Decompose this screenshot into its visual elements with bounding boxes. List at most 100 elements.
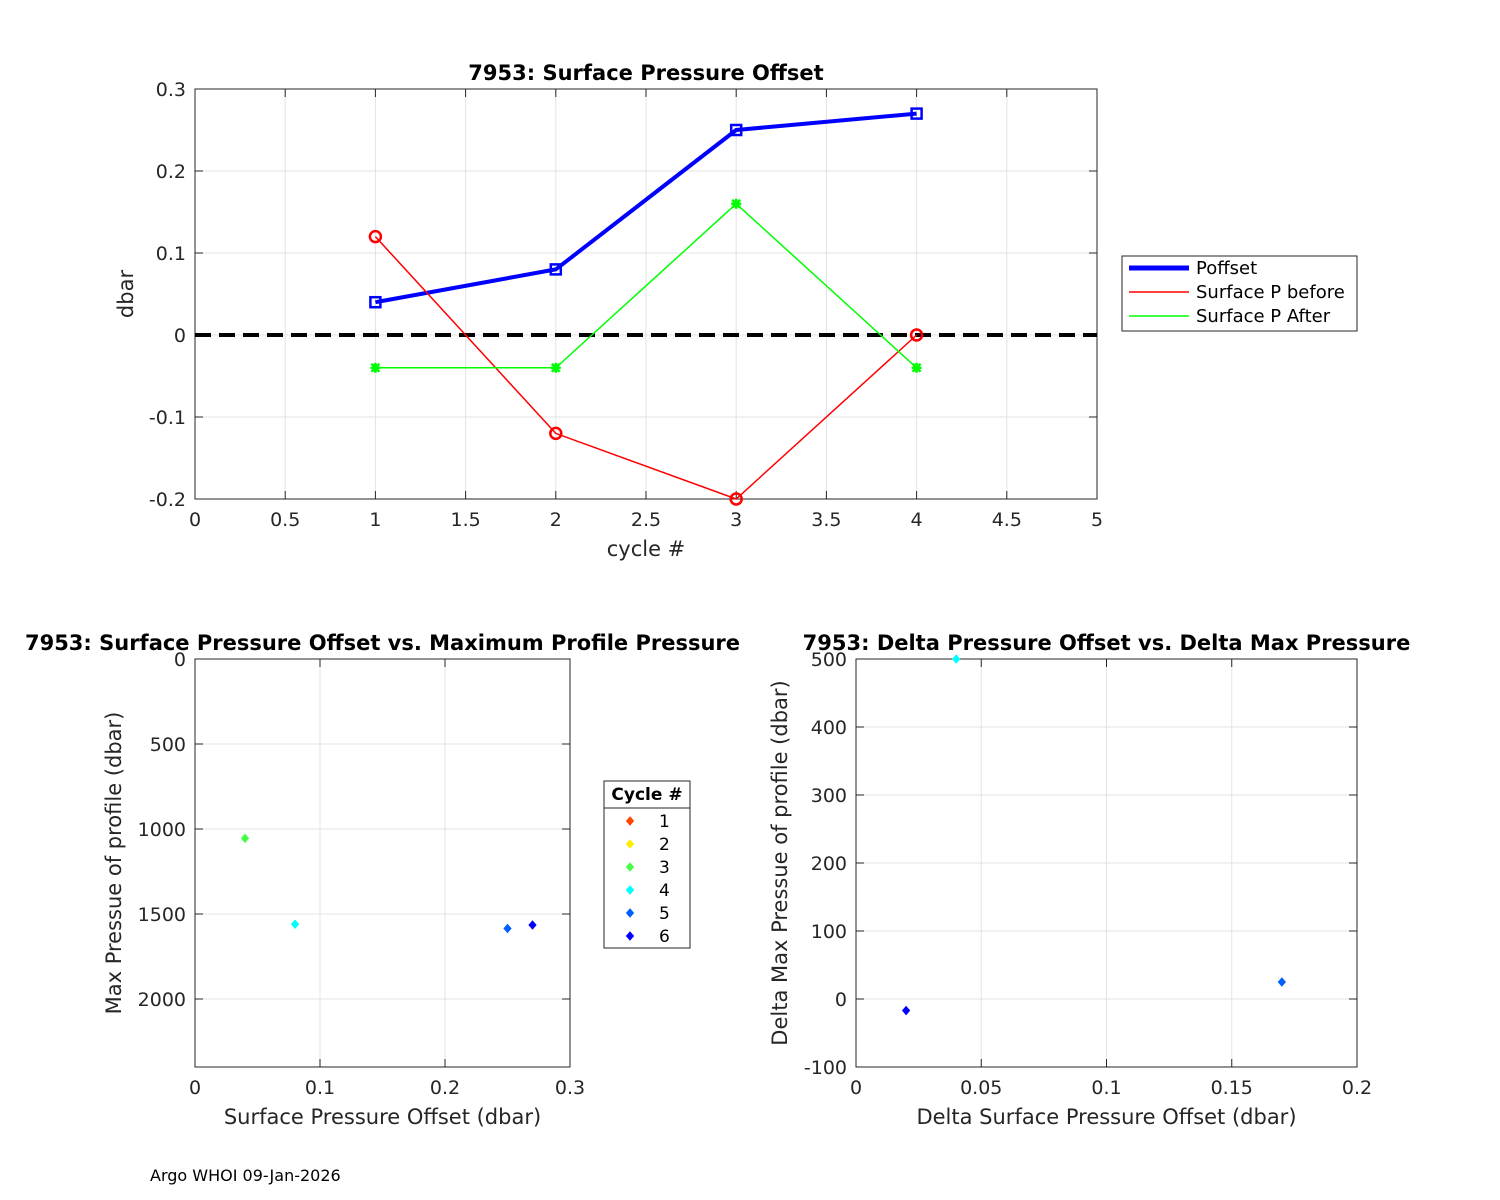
data-point	[240, 833, 250, 844]
legend-label: Surface P After	[1196, 306, 1331, 327]
data-point	[910, 107, 923, 120]
legend-label: 1	[659, 812, 670, 832]
y-tick-label: -100	[804, 1057, 847, 1079]
footer-credit: Argo WHOI 09-Jan-2026	[150, 1166, 341, 1185]
y-tick-label: 500	[811, 649, 847, 671]
y-axis-label: Max Pressue of profile (dbar)	[102, 712, 126, 1015]
y-tick-label: 200	[811, 853, 847, 875]
y-tick-label: 500	[150, 734, 186, 756]
x-tick-label: 3	[730, 509, 742, 531]
x-axis-label: Surface Pressure Offset (dbar)	[224, 1105, 541, 1129]
legend-marker	[625, 839, 635, 849]
x-tick-label: 4.5	[992, 509, 1022, 531]
legend-marker	[625, 931, 635, 941]
x-axis-label: Delta Surface Pressure Offset (dbar)	[916, 1105, 1296, 1129]
x-tick-label: 0.2	[430, 1077, 460, 1099]
legend-marker	[625, 816, 635, 826]
chart-3: 0 0.05 0.1 0.15 0.2-10001002003004005007953:…	[768, 631, 1410, 1129]
data-point	[369, 295, 382, 309]
data-point	[909, 328, 924, 342]
series-surface-p-before	[368, 229, 924, 506]
y-tick-label: 0.1	[156, 243, 186, 265]
legend-marker	[625, 908, 635, 918]
legend-title: Cycle #	[611, 785, 682, 805]
asterisk-stroke	[550, 362, 561, 373]
x-tick-label: 2.5	[631, 509, 661, 531]
plot-area	[195, 659, 570, 1067]
y-tick-label: 300	[811, 785, 847, 807]
y-tick-label: 1500	[138, 904, 186, 926]
legend-label: 4	[659, 881, 670, 901]
x-tick-label: 0.05	[960, 1077, 1002, 1099]
x-axis-label: cycle #	[607, 537, 686, 561]
chart-2: 0 0.1 0.2 0.3 0 500 1000 1500 2000 7953: Surface …	[25, 631, 740, 1129]
y-tick-label: 0.3	[156, 79, 186, 101]
data-point	[550, 362, 561, 373]
x-tick-label: 4	[911, 509, 923, 531]
y-axis-label: dbar	[114, 270, 138, 319]
data-point	[729, 492, 743, 506]
x-tick-label: 1.5	[450, 509, 480, 531]
y-tick-label: -0.2	[149, 489, 186, 511]
chart-title: 7953: Surface Pressure Offset vs. Maximu…	[25, 631, 740, 655]
series-line	[374, 236, 918, 500]
data-point	[368, 229, 383, 244]
data-point	[503, 923, 512, 934]
legend-label: 3	[659, 858, 670, 878]
asterisk-stroke	[370, 362, 381, 373]
y-tick-label: 0	[835, 989, 847, 1011]
y-tick-label: 0	[174, 649, 186, 671]
y-tick-label: 0.2	[156, 161, 186, 183]
asterisk-stroke	[911, 362, 922, 373]
legend-label: 2	[659, 835, 670, 855]
legend: Poffset Surface P before Surface P After	[1121, 255, 1358, 332]
y-tick-label: 0	[174, 325, 186, 347]
data-point	[901, 1005, 911, 1016]
chart-title: 7953: Delta Pressure Offset vs. Delta Ma…	[803, 631, 1411, 655]
legend-label: 5	[659, 904, 670, 924]
data-point	[729, 123, 743, 137]
x-tick-label: 0	[850, 1077, 862, 1099]
asterisk-stroke	[731, 198, 742, 209]
y-tick-label: 2000	[138, 989, 186, 1011]
x-tick-label: 5	[1091, 509, 1103, 531]
y-tick-label: 100	[811, 921, 847, 943]
chart-1: 0 0.5 1 1.5 2 2.5 3 3.5 4 4.5 5 -0.2 -0.1 0 0.1 0.2 0.3 7…	[114, 61, 1358, 561]
x-tick-label: 0.2	[1342, 1077, 1372, 1099]
x-tick-label: 0	[189, 1077, 201, 1099]
data-point	[549, 263, 563, 276]
y-tick-label: -0.1	[149, 407, 186, 429]
legend-label: Poffset	[1196, 258, 1257, 279]
data-point	[731, 198, 742, 209]
x-tick-label: 0.3	[555, 1077, 585, 1099]
y-tick-label: 1000	[138, 819, 186, 841]
x-tick-label: 2	[550, 509, 562, 531]
x-tick-label: 0.1	[305, 1077, 335, 1099]
data-point	[290, 919, 300, 929]
data-point	[549, 426, 563, 441]
data-point	[370, 362, 381, 373]
series-poffset	[369, 107, 923, 309]
legend-label: Surface P before	[1196, 282, 1345, 303]
x-tick-label: 0.1	[1091, 1077, 1121, 1099]
x-tick-label: 3.5	[811, 509, 841, 531]
cycle-legend: Cycle # 1 2 3 4 5 6	[603, 780, 691, 949]
x-tick-label: 0.5	[270, 509, 300, 531]
x-tick-label: 0	[189, 509, 201, 531]
data-point	[528, 920, 537, 930]
axes-frame	[194, 658, 571, 1068]
chart-title: 7953: Surface Pressure Offset	[468, 61, 823, 85]
legend-marker	[625, 862, 635, 872]
legend-box	[603, 780, 691, 949]
legend-label: 6	[659, 927, 670, 947]
y-axis-label: Delta Max Pressue of profile (dbar)	[768, 680, 792, 1045]
y-tick-label: 400	[811, 717, 847, 739]
data-point	[1277, 977, 1287, 987]
series-surface-p-after	[370, 198, 922, 373]
x-tick-label: 1	[369, 509, 381, 531]
series-line	[375, 111, 917, 305]
data-point	[911, 362, 922, 373]
legend-marker	[625, 885, 635, 895]
series-line	[375, 202, 918, 369]
